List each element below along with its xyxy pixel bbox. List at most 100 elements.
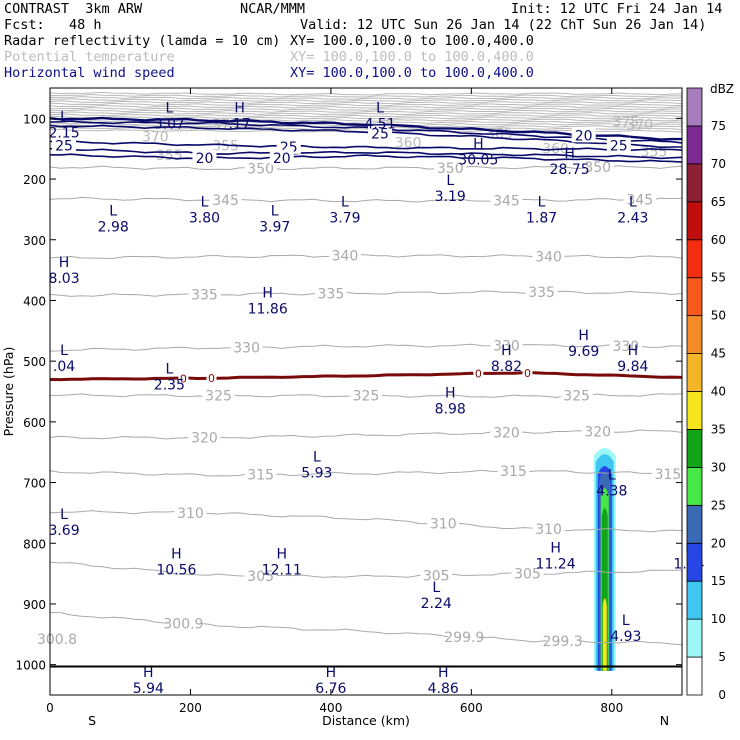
theta-contour-label: 340 <box>535 249 562 265</box>
label-bg <box>244 567 277 583</box>
extremum-value: 3.69 <box>48 523 79 539</box>
center-label: NCAR/MMM <box>240 1 306 17</box>
extremum-value: 2.15 <box>48 125 79 141</box>
theta-contour-label: 345 <box>626 192 653 208</box>
theta-contour-label: 320 <box>584 425 611 441</box>
zero-isotherm: 0 0 0 0 <box>49 366 683 385</box>
colorbar-swatch <box>686 125 703 165</box>
label-bg <box>473 367 484 380</box>
theta-contour-label: 345 <box>493 193 520 209</box>
extremum-value: 3.80 <box>189 210 220 226</box>
colorbar-swatch <box>686 239 703 279</box>
colorbar-swatch <box>686 353 703 392</box>
theta-contour-label: 320 <box>191 431 218 447</box>
theta-contour-320 <box>49 429 683 440</box>
theta-contour-330 <box>49 343 683 352</box>
theta-contour-315 <box>49 469 683 477</box>
theta-contour-label: 310 <box>430 517 457 533</box>
label-bg <box>420 567 453 583</box>
label-bg <box>328 247 361 263</box>
theta-contour-label: 355 <box>156 148 183 164</box>
extremum-marker: L <box>432 580 440 596</box>
theta-contour-label: 299.9 <box>444 630 484 646</box>
colorbar-swatch <box>686 163 703 203</box>
colorbar-swatch <box>686 391 703 430</box>
colorbar-tick-label: 50 <box>711 309 726 323</box>
extremum-marker: L <box>165 361 173 377</box>
extremum-marker: L <box>629 194 637 210</box>
theta-contour-label: 350 <box>247 162 274 178</box>
x-tick-label: 400 <box>319 701 342 715</box>
label-bg <box>434 159 467 175</box>
extremum-value: 9.69 <box>568 344 599 360</box>
label-bg <box>525 284 558 300</box>
y-tick-label: 100 <box>23 112 46 126</box>
label-bg <box>623 191 656 207</box>
theta-contour-label: 305 <box>247 569 274 585</box>
extremum-value: 3.79 <box>329 210 360 226</box>
extremum-marker: L <box>446 173 454 189</box>
colorbar: 0 5 10 15 20 25 30 35 40 45 50 55 60 65 70 75 dBZ <box>686 82 734 702</box>
colorbar-tick-label: 15 <box>711 574 726 588</box>
plot-frame <box>49 87 683 696</box>
extremum-value: 2.43 <box>617 210 648 226</box>
field-reflectivity-coords: XY= 100.0,100.0 to 100.0,400.0 <box>290 33 534 49</box>
colorbar-tick-label: 45 <box>711 347 726 361</box>
colorbar-swatch <box>686 618 703 658</box>
theta-contour-upper <box>49 96 683 100</box>
label-bg <box>209 191 242 207</box>
colorbar-tick-label: 5 <box>718 650 726 664</box>
colorbar-tick-label: 75 <box>711 119 726 133</box>
theta-contour-label: 310 <box>177 506 204 522</box>
label-bg <box>427 515 460 531</box>
theta-contour-335 <box>49 290 683 297</box>
y-tick-label: 700 <box>23 477 46 491</box>
extremum-marker: H <box>501 343 512 359</box>
colorbar-swatch <box>686 277 703 317</box>
extremum-value: 3.19 <box>435 189 466 205</box>
theta-contour-label: 335 <box>318 286 345 302</box>
colorbar-tick-label: 10 <box>711 612 726 626</box>
theta-contour-label: 370 <box>626 117 653 133</box>
extremum-marker: L <box>341 194 349 210</box>
extremum-value: 2.35 <box>154 377 185 393</box>
label-bg <box>314 285 347 301</box>
theta-contour-305 <box>49 561 683 578</box>
extremum-value: 11.86 <box>248 301 288 317</box>
colorbar-swatch <box>686 429 703 468</box>
theta-contour-label: 335 <box>191 287 218 303</box>
theta-contour-upper <box>49 102 683 107</box>
colorbar-swatch <box>686 580 703 620</box>
label-bg <box>192 149 217 165</box>
colorbar-tick-label: 0 <box>718 688 726 702</box>
label-bg <box>202 387 235 403</box>
colorbar-swatch <box>686 87 703 127</box>
extremum-marker: H <box>276 546 287 562</box>
extremum-value: 12.11 <box>262 562 302 578</box>
extremum-marker: H <box>578 328 589 344</box>
extremum-value: 8.82 <box>491 359 522 375</box>
label-bg <box>230 339 263 355</box>
field-wind-coords: XY= 100.0,100.0 to 100.0,400.0 <box>290 65 534 81</box>
field-theta-coords: XY= 100.0,100.0 to 100.0,400.0 <box>290 49 534 65</box>
theta-contour-label: 345 <box>212 193 239 209</box>
label-bg <box>490 192 523 208</box>
label-bg <box>511 565 544 581</box>
extremum-marker: L <box>538 194 546 210</box>
wind-contour-label: 20 <box>196 151 214 167</box>
theta-contour-upper <box>49 107 683 111</box>
reflectivity-layer <box>593 448 616 671</box>
theta-contour-300 <box>49 611 683 646</box>
label-bg <box>609 338 642 354</box>
theta-contour-upper <box>49 91 683 96</box>
theta-contour-label: 355 <box>212 139 239 155</box>
label-bg <box>522 366 533 379</box>
extremum-value: 28.75 <box>550 162 590 178</box>
theta-contour-label: 320 <box>493 426 520 442</box>
theta-contour-label: 330 <box>493 338 520 354</box>
label-bg <box>497 463 530 479</box>
theta-contour-label: 350 <box>437 161 464 177</box>
colorbar-tick-label: 70 <box>711 157 726 171</box>
